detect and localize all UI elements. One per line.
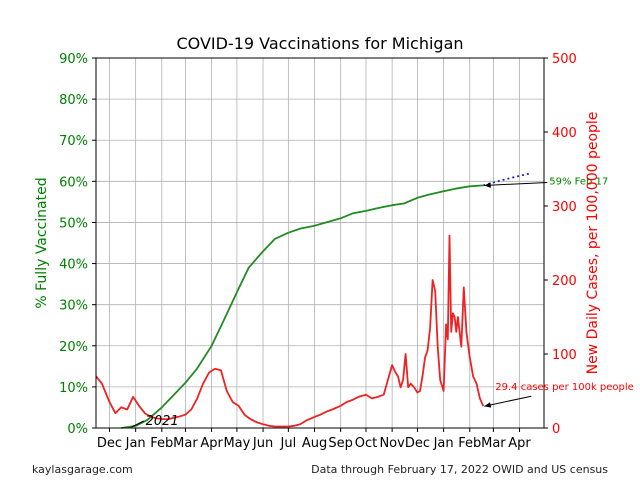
x-tick-label: Feb (150, 436, 173, 451)
footer-source-site: kaylasgarage.com (32, 463, 133, 476)
left-tick-label: 10% (59, 381, 88, 396)
left-tick-label: 40% (59, 258, 88, 273)
year-label: 2021 (146, 414, 179, 429)
cases-line (95, 234, 485, 428)
x-tick-label: Apr (508, 436, 531, 451)
left-tick-label: 0% (67, 422, 88, 437)
x-tick-label: Sep (328, 436, 353, 451)
x-tick-label: Apr (200, 436, 223, 451)
x-tick-label: Jun (252, 436, 273, 451)
x-tick-label: Dec (97, 436, 122, 451)
x-tick-label: Jan (125, 436, 146, 451)
left-tick-label: 20% (59, 340, 88, 355)
right-tick-label: 200 (552, 274, 577, 289)
left-tick-label: 30% (59, 299, 88, 314)
x-tick-label: Mar (173, 436, 198, 451)
x-tick-label: Feb (458, 436, 481, 451)
right-y-axis: 0 100 200 300 400 500 (544, 52, 577, 437)
cases-annotation: 29.4 cases per 100k people (495, 382, 634, 393)
right-tick-label: 100 (552, 348, 577, 363)
left-tick-label: 70% (59, 134, 88, 149)
vaccinated-annotation-arrow-head (484, 182, 491, 188)
left-tick-label: 90% (59, 52, 88, 67)
series-layer (95, 172, 532, 429)
x-tick-label: Oct (355, 436, 377, 451)
chart-title: COVID-19 Vaccinations for Michigan (176, 34, 463, 53)
footer-data-note: Data through February 17, 2022 OWID and … (311, 463, 608, 476)
x-tick-label: Dec (405, 436, 430, 451)
x-tick-label: Jul (280, 436, 297, 451)
right-tick-label: 400 (552, 126, 577, 141)
left-tick-label: 50% (59, 216, 88, 231)
cases-annotation-arrow (484, 395, 532, 407)
x-tick-label: Nov (379, 436, 405, 451)
projection-line (483, 172, 532, 187)
x-tick-label: Jan (433, 436, 454, 451)
annotations: 59% Feb 17 29.4 cases per 100k people (484, 176, 634, 408)
right-tick-label: 500 (552, 52, 577, 67)
right-axis-label: New Daily Cases, per 100,000 people (585, 112, 601, 375)
vaccinated-annotation-arrow (484, 181, 548, 186)
right-tick-label: 300 (552, 200, 577, 215)
vaccinated-annotation: 59% Feb 17 (549, 176, 608, 187)
year-pointer (131, 420, 144, 428)
left-tick-label: 80% (59, 93, 88, 108)
plot-frame (95, 57, 545, 429)
cases-annotation-arrow-head (484, 402, 492, 408)
left-y-axis: 0% 10% 20% 30% 40% 50% 60% 70% 80% 90% (59, 52, 96, 437)
right-tick-label: 0 (552, 422, 560, 437)
x-axis: Dec Jan Feb Mar Apr May Jun Jul Aug Sep Oct Nov Dec J… (97, 414, 532, 451)
vaccinated-line (121, 184, 484, 429)
left-tick-label: 60% (59, 175, 88, 190)
x-tick-label: May (223, 436, 250, 451)
left-axis-label: % Fully Vaccinated (34, 177, 50, 308)
x-tick-label: Mar (481, 436, 506, 451)
x-tick-label: Aug (302, 436, 327, 451)
